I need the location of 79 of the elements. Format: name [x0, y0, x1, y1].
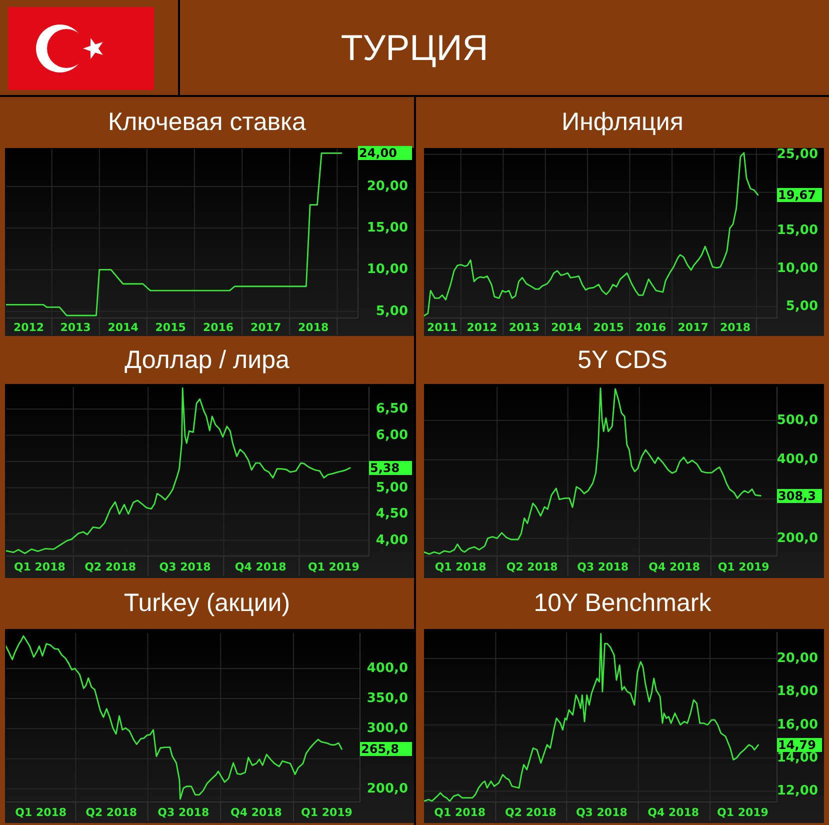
y-tick-label: 350,0 [366, 691, 408, 706]
data-label: 14,79 [777, 738, 822, 752]
y-tick-label: 6,00 [376, 428, 408, 443]
y-tick-label: 4,50 [376, 506, 408, 522]
chart-title: Инфляция [562, 108, 684, 137]
x-tick-label: Q2 2018 [505, 806, 556, 819]
x-tick-label: 2014 [551, 321, 582, 334]
y-tick-label: 5,00 [786, 299, 818, 314]
y-tick-label: 20,00 [776, 651, 818, 666]
line-series [6, 387, 351, 554]
y-tick-label: 18,00 [776, 684, 818, 700]
text: ТУРЦИЯ [340, 26, 488, 68]
x-tick-label: Q1 2018 [434, 560, 486, 574]
x-tick-label: 2015 [593, 321, 624, 334]
x-tick-label: 2014 [108, 321, 139, 334]
y-tick-label: 500,0 [776, 412, 818, 428]
x-tick-label: 2011 [426, 321, 458, 334]
y-tick-label: 15,00 [366, 220, 408, 236]
y-tick-label: 10,00 [366, 262, 408, 278]
x-tick-label: Q3 2018 [159, 560, 211, 574]
data-label: 308,3 [777, 488, 822, 503]
y-tick-label: 400,0 [776, 452, 818, 468]
chart-title: 5Y CDS [578, 346, 668, 374]
data-label: 24,00 [358, 146, 412, 160]
y-tick-label: 300,0 [366, 721, 408, 736]
x-tick-label: 2017 [250, 321, 282, 334]
x-tick-label: Q1 2019 [716, 806, 768, 819]
x-tick-label: 2017 [678, 321, 708, 334]
x-tick-label: 2016 [636, 321, 667, 334]
x-tick-label: Q4 2018 [648, 560, 700, 574]
x-tick-label: Q3 2018 [577, 560, 629, 574]
y-tick-label: 5,00 [376, 480, 408, 496]
x-tick-label: Q2 2018 [506, 560, 558, 574]
x-tick-label: 2013 [508, 321, 540, 334]
x-tick-label: Q4 2018 [648, 806, 700, 819]
y-tick-label: 200,0 [366, 781, 408, 796]
x-tick-label: Q2 2018 [84, 560, 136, 574]
y-tick-label: 20,00 [366, 178, 408, 194]
data-label: 19,67 [777, 188, 822, 202]
x-tick-label: Q2 2018 [86, 806, 138, 819]
y-tick-label: 200,0 [776, 530, 818, 546]
line-series [424, 632, 759, 802]
data-label: 265,8 [360, 742, 412, 756]
y-tick-label: 25,00 [776, 146, 818, 162]
x-tick-label: 2016 [202, 321, 234, 334]
x-tick-label: Q4 2018 [230, 806, 282, 819]
chart-title: Turkey (акции) [124, 589, 290, 618]
x-tick-label: Q3 2018 [158, 806, 210, 819]
x-tick-label: 2015 [155, 321, 186, 334]
y-tick-label: 12,00 [776, 784, 818, 799]
y-tick-label: 6,50 [376, 402, 408, 417]
y-tick-label: 16,00 [776, 717, 818, 732]
line-series [6, 152, 342, 316]
y-tick-label: 5,00 [376, 304, 408, 319]
y-tick-label: 400,0 [366, 660, 408, 676]
x-tick-label: Q1 2018 [14, 560, 66, 574]
x-tick-label: Q1 2019 [308, 560, 360, 574]
data-label: 5,38 [369, 460, 412, 475]
line-series [424, 152, 759, 316]
y-tick-label: 4,00 [376, 532, 408, 548]
chart-title: 10Y Benchmark [534, 589, 712, 618]
x-tick-label: 2013 [60, 321, 91, 334]
y-tick-label: 10,00 [776, 261, 818, 276]
line-series [424, 387, 762, 555]
chart-title: Ключевая ставка [108, 108, 306, 137]
x-tick-label: Q1 2019 [718, 560, 770, 574]
y-tick-label: 14,00 [776, 750, 818, 766]
chart-title: Доллар / лира [124, 346, 290, 374]
y-tick-label: 15,00 [776, 222, 818, 238]
x-tick-label: Q4 2018 [234, 560, 286, 574]
x-tick-label: 2018 [298, 321, 329, 334]
x-tick-label: 2012 [466, 321, 498, 334]
x-tick-label: 2018 [720, 321, 751, 334]
x-tick-label: Q3 2018 [576, 806, 628, 819]
x-tick-label: Q1 2018 [15, 806, 67, 819]
x-tick-label: Q1 2019 [301, 806, 352, 819]
x-tick-label: 2012 [13, 321, 44, 334]
x-tick-label: Q1 2018 [434, 806, 486, 819]
line-series [6, 635, 342, 800]
